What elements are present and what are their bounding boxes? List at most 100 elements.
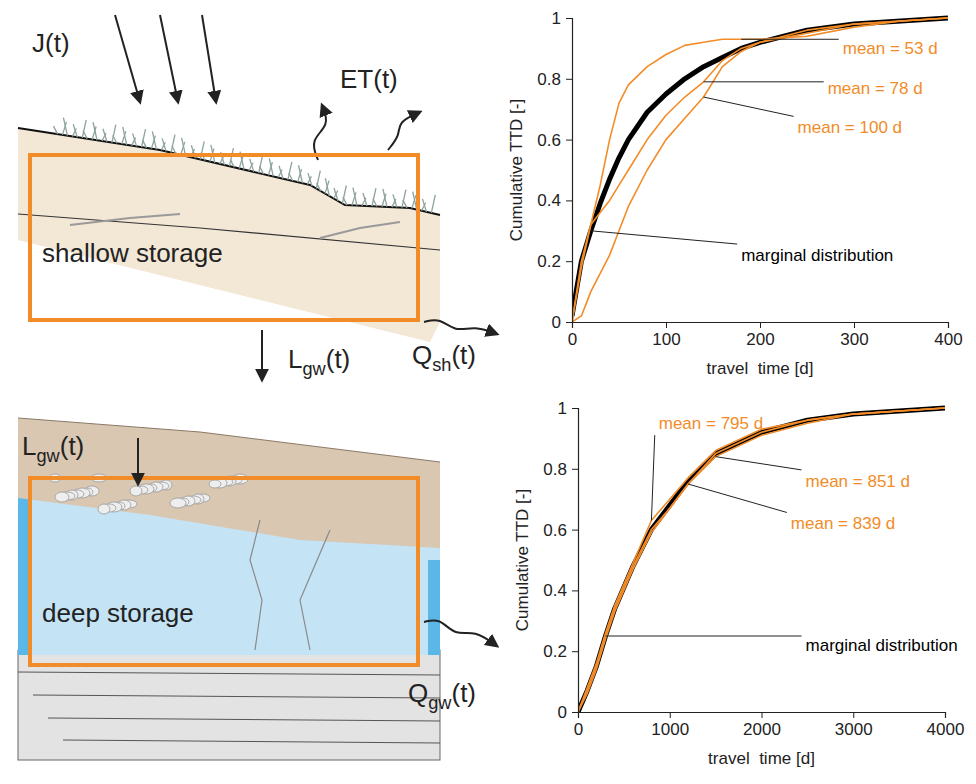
series-label: marginal distribution bbox=[806, 636, 958, 655]
grass-blade bbox=[393, 194, 397, 207]
tick: 400 bbox=[934, 322, 962, 349]
tick: 2000 bbox=[743, 712, 781, 739]
plot-area bbox=[572, 18, 948, 322]
series-line bbox=[578, 408, 945, 712]
tick-label: 0.2 bbox=[537, 252, 561, 271]
tick-mark bbox=[572, 408, 578, 409]
leader-line bbox=[651, 435, 654, 520]
tick-label: 0.6 bbox=[543, 521, 567, 540]
grass-blade bbox=[373, 198, 377, 206]
tick-label: 1000 bbox=[651, 720, 689, 739]
flux-symbol: L bbox=[22, 431, 36, 461]
tick-mark bbox=[572, 712, 578, 713]
tick-mark bbox=[572, 590, 578, 591]
tick-mark bbox=[853, 712, 854, 718]
grass-blade bbox=[82, 120, 86, 138]
series-label: mean = 78 d bbox=[828, 79, 923, 98]
grass-blade bbox=[298, 165, 302, 183]
tick: 0.6 bbox=[543, 521, 578, 540]
grass-blade bbox=[279, 166, 283, 179]
grass-blade bbox=[250, 159, 254, 172]
tick-mark bbox=[572, 530, 578, 531]
tick-label: 1 bbox=[558, 399, 567, 418]
soil bbox=[18, 128, 440, 342]
tick: 0.8 bbox=[543, 460, 578, 479]
leader-line bbox=[688, 484, 787, 512]
flux-symbol: L bbox=[288, 344, 302, 374]
grass bbox=[54, 118, 436, 213]
axis-line bbox=[566, 19, 573, 323]
grass-blade bbox=[54, 126, 58, 134]
grass-blade bbox=[172, 146, 176, 154]
ground-surface bbox=[18, 128, 440, 215]
series-label: mean = 795 d bbox=[659, 414, 763, 433]
pebble bbox=[130, 486, 142, 496]
tick-label: 4000 bbox=[927, 720, 965, 739]
grass-blade bbox=[73, 124, 77, 137]
leader-line bbox=[704, 81, 824, 82]
tick: 0.6 bbox=[537, 131, 572, 150]
arrow bbox=[314, 105, 326, 160]
pebble bbox=[170, 498, 186, 508]
tick-mark bbox=[566, 322, 572, 323]
tick-label: 0 bbox=[552, 313, 561, 332]
overburden-surface bbox=[18, 418, 440, 462]
grass-blade bbox=[93, 122, 97, 140]
arrow bbox=[202, 15, 216, 102]
arrow bbox=[424, 320, 497, 334]
series-line bbox=[578, 408, 945, 712]
flux-subscript: gw bbox=[428, 693, 452, 713]
grass-blade bbox=[334, 188, 338, 201]
tick-label: 0.8 bbox=[543, 460, 567, 479]
annotations: marginal distributionmean = 795 dmean = … bbox=[606, 414, 958, 655]
bedrock-layer bbox=[33, 695, 440, 698]
tick-label: 0.8 bbox=[537, 70, 561, 89]
series-line bbox=[572, 18, 948, 316]
grass-blade bbox=[289, 173, 293, 181]
series-line bbox=[572, 18, 948, 322]
grass-blade bbox=[260, 166, 264, 174]
tick: 300 bbox=[840, 322, 868, 349]
grass-blade bbox=[403, 200, 407, 208]
storage-box bbox=[30, 478, 418, 665]
flux-symbol: J bbox=[32, 28, 45, 58]
grass-blade bbox=[325, 178, 329, 196]
series-label: mean = 53 d bbox=[843, 39, 938, 58]
chart: 010020030040000.20.40.60.81travel time [… bbox=[507, 9, 963, 378]
grass-blade bbox=[269, 158, 273, 176]
arrow bbox=[137, 438, 139, 484]
tick-label: 0 bbox=[558, 703, 567, 722]
tick: 0 bbox=[558, 703, 578, 722]
storage-label: shallow storage bbox=[42, 238, 223, 268]
arrow bbox=[160, 15, 178, 102]
y-axis: 0 0.2 0.4 0.6 0.8 1 bbox=[543, 399, 578, 722]
tick: 0.2 bbox=[537, 252, 572, 271]
tick-mark bbox=[945, 712, 946, 718]
series-line bbox=[572, 18, 948, 322]
flux-label: J(t) bbox=[32, 28, 70, 58]
tick-label: 0.2 bbox=[543, 642, 567, 661]
y-axis: 00.20.40.60.81 bbox=[537, 9, 572, 332]
grass-blade bbox=[112, 125, 116, 143]
tick: 0 bbox=[574, 712, 583, 739]
tick-mark bbox=[566, 79, 572, 80]
flux-subscript: gw bbox=[36, 446, 60, 466]
tick-label: 100 bbox=[652, 330, 680, 349]
series-line bbox=[572, 18, 948, 322]
grass-blade bbox=[113, 135, 117, 143]
grass-blade bbox=[317, 183, 321, 191]
grass-blade bbox=[123, 127, 127, 145]
tick-mark bbox=[854, 322, 855, 328]
tick-label: 0.4 bbox=[543, 581, 567, 600]
tick-label: 0 bbox=[574, 720, 583, 739]
x-axis-title: travel time [d] bbox=[708, 749, 815, 768]
figure: J(t)ET(t)shallow storageLgw(t)Qsh(t)deep… bbox=[0, 0, 976, 784]
flux-label: Lgw(t) bbox=[22, 431, 84, 466]
storage-label: deep storage bbox=[42, 598, 194, 628]
axis-line bbox=[579, 713, 946, 719]
y-axis-title: Cumulative TTD [-] bbox=[507, 99, 526, 241]
bedrock-layer bbox=[18, 672, 440, 675]
arrow bbox=[424, 620, 497, 646]
leader-line bbox=[704, 97, 794, 116]
tick: 0.4 bbox=[543, 581, 578, 600]
